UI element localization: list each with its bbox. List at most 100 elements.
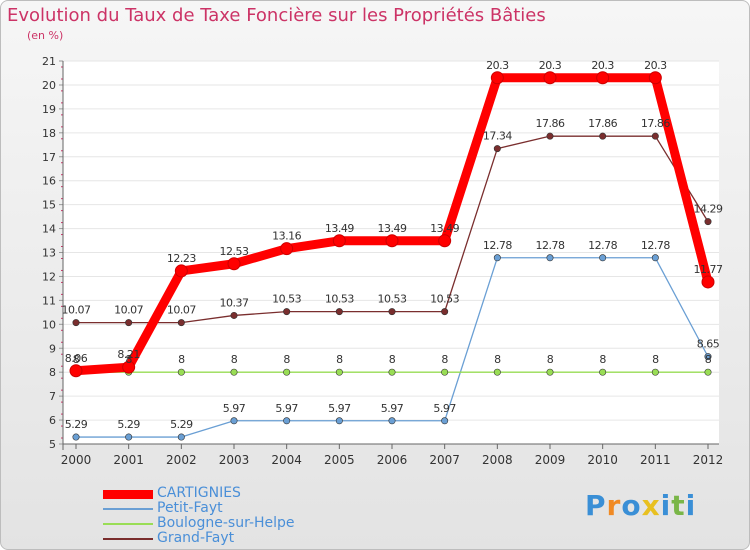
series-petit-fayt [72,254,712,441]
data-point [230,311,238,319]
data-point [335,308,343,316]
data-point [651,368,659,376]
data-point [493,145,501,153]
data-label: 8 [705,353,712,366]
data-label: 10.37 [220,296,249,309]
x-tick-label: 2010 [587,453,618,467]
x-tick-label: 2012 [693,453,724,467]
y-tick-label: 6 [49,414,56,427]
data-point [493,254,501,262]
data-label: 5.29 [65,418,88,431]
data-point [72,433,80,441]
data-label: 20.3 [644,59,667,72]
logo-letter: r [606,489,622,522]
data-point [335,368,343,376]
data-label: 8 [178,353,185,366]
x-tick-label: 2001 [113,453,144,467]
data-point [230,368,238,376]
x-tick-label: 2003 [219,453,250,467]
data-point [651,254,659,262]
data-label: 8 [336,353,343,366]
data-point [283,308,291,316]
x-tick-label: 2006 [377,453,408,467]
data-label: 5.29 [170,418,193,431]
x-tick-label: 2008 [482,453,513,467]
y-tick-label: 21 [42,55,56,68]
y-tick-label: 11 [42,294,56,307]
y-tick-label: 13 [42,247,56,260]
data-label: 8 [599,353,606,366]
data-point [177,433,185,441]
y-tick-label: 19 [42,103,56,116]
data-label: 12.78 [641,239,670,252]
data-point [122,360,136,374]
series-boulogne-sur-helpe [72,368,712,376]
data-point [177,368,185,376]
y-tick-label: 17 [42,151,56,164]
data-point [230,417,238,425]
data-point [283,368,291,376]
data-label: 8 [494,353,501,366]
data-label: 10.53 [378,293,407,306]
logo-letter: P [585,489,607,522]
data-point [69,364,83,378]
y-tick-label: 20 [42,79,56,92]
data-label: 8 [441,353,448,366]
x-tick-label: 2004 [271,453,302,467]
series-cartignies [69,71,715,378]
data-point [388,368,396,376]
x-tick-label: 2002 [166,453,197,467]
data-point [596,71,610,85]
data-label: 5.97 [433,402,456,415]
legend-label: Petit-Fayt [157,500,223,516]
y-tick-label: 15 [42,199,56,212]
data-label: 10.53 [272,293,301,306]
data-label: 8 [547,353,554,366]
x-tick-label: 2009 [535,453,566,467]
data-label: 11.77 [694,263,723,276]
data-label: 10.07 [167,304,196,317]
data-label: 8.21 [117,348,140,361]
data-label: 20.3 [486,59,509,72]
data-point [177,319,185,327]
logo-letter: t [671,489,686,522]
data-label: 8 [73,353,80,366]
chart-title: Evolution du Taux de Taxe Foncière sur l… [7,5,546,26]
data-point [72,319,80,327]
legend-swatch [103,523,153,525]
data-label: 10.07 [62,304,91,317]
data-label: 5.29 [117,418,140,431]
data-label: 5.97 [275,402,298,415]
data-point [388,417,396,425]
y-tick-label: 16 [42,175,56,188]
logo-letter: i [685,489,697,522]
data-point [332,234,346,248]
logo-letter: x [641,489,661,522]
data-label: 10.53 [325,293,354,306]
data-label: 5.97 [328,402,351,415]
data-label: 13.49 [430,222,459,235]
data-label: 8 [652,353,659,366]
x-tick-label: 2011 [640,453,671,467]
data-point [546,254,554,262]
data-label: 12.78 [483,239,512,252]
data-point [599,254,607,262]
y-tick-label: 10 [42,318,56,331]
legend-swatch [103,508,153,510]
data-label: 5.97 [381,402,404,415]
data-point [441,308,449,316]
x-tick-label: 2000 [61,453,92,467]
y-tick-label: 5 [49,438,56,451]
data-label: 8 [231,353,238,366]
data-point [385,234,399,248]
y-tick-label: 18 [42,127,56,140]
data-point [546,368,554,376]
data-label: 8 [125,353,132,366]
data-point [125,433,133,441]
data-point [490,71,504,85]
y-tick-label: 9 [49,342,56,355]
legend-swatch [103,489,153,499]
data-label: 10.07 [114,304,143,317]
